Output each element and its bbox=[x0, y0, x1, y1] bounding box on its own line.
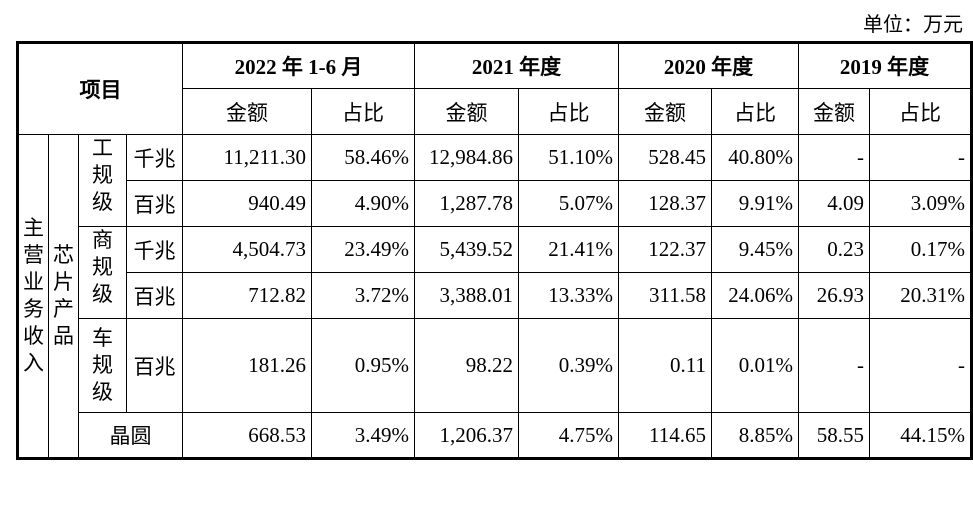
revenue-table: 项目 2022 年 1-6 月 2021 年度 2020 年度 2019 年度 … bbox=[16, 41, 973, 460]
amount-cell: 4.09 bbox=[798, 180, 870, 227]
amount-cell: 1,287.78 bbox=[414, 180, 519, 227]
header-amount: 金额 bbox=[618, 88, 712, 135]
header-period: 2020 年度 bbox=[618, 42, 799, 89]
header-period: 2022 年 1-6 月 bbox=[182, 42, 415, 89]
subgroup-label: 芯片产品 bbox=[52, 243, 74, 348]
ratio-cell: 40.80% bbox=[711, 134, 799, 181]
ratio-cell: 9.45% bbox=[711, 226, 799, 273]
ratio-cell: 4.90% bbox=[311, 180, 415, 227]
category-automotive-cell: 车规级 bbox=[78, 318, 127, 413]
ratio-cell: 21.41% bbox=[518, 226, 619, 273]
row-label: 千兆 bbox=[126, 226, 183, 273]
amount-cell: 5,439.52 bbox=[414, 226, 519, 273]
ratio-cell: 0.01% bbox=[711, 318, 799, 413]
header-ratio: 占比 bbox=[869, 88, 972, 135]
amount-cell: 0.23 bbox=[798, 226, 870, 273]
ratio-cell: 0.39% bbox=[518, 318, 619, 413]
ratio-cell: 4.75% bbox=[518, 412, 619, 459]
amount-cell: 940.49 bbox=[182, 180, 312, 227]
category-commercial-cell: 商规级 bbox=[78, 226, 127, 319]
ratio-cell: 23.49% bbox=[311, 226, 415, 273]
row-label: 晶圆 bbox=[78, 412, 183, 459]
header-ratio: 占比 bbox=[311, 88, 415, 135]
amount-cell: 98.22 bbox=[414, 318, 519, 413]
row-label: 百兆 bbox=[126, 318, 183, 413]
header-period: 2019 年度 bbox=[798, 42, 972, 89]
ratio-cell: 3.09% bbox=[869, 180, 972, 227]
row-label: 百兆 bbox=[126, 180, 183, 227]
ratio-cell: 5.07% bbox=[518, 180, 619, 227]
category-commercial: 商规级 bbox=[91, 228, 113, 306]
ratio-cell: 58.46% bbox=[311, 134, 415, 181]
table-row: 晶圆 668.53 3.49% 1,206.37 4.75% 114.65 8.85% 58.… bbox=[18, 412, 972, 459]
subgroup-cell: 芯片产品 bbox=[48, 134, 79, 459]
amount-cell: 668.53 bbox=[182, 412, 312, 459]
amount-cell: 11,211.30 bbox=[182, 134, 312, 181]
ratio-cell: 3.49% bbox=[311, 412, 415, 459]
amount-cell: - bbox=[798, 318, 870, 413]
header-amount: 金额 bbox=[414, 88, 519, 135]
ratio-cell: 51.10% bbox=[518, 134, 619, 181]
amount-cell: 311.58 bbox=[618, 272, 712, 319]
amount-cell: 12,984.86 bbox=[414, 134, 519, 181]
table-row: 百兆 940.49 4.90% 1,287.78 5.07% 128.37 9.91% 4.0… bbox=[18, 180, 972, 227]
amount-cell: 58.55 bbox=[798, 412, 870, 459]
group-cell: 主营业务收入 bbox=[17, 134, 49, 459]
unit-label: 单位：万元 bbox=[863, 14, 963, 36]
header-ratio: 占比 bbox=[518, 88, 619, 135]
amount-cell: 3,388.01 bbox=[414, 272, 519, 319]
amount-cell: 122.37 bbox=[618, 226, 712, 273]
ratio-cell: 8.85% bbox=[711, 412, 799, 459]
header-amount: 金额 bbox=[182, 88, 312, 135]
amount-cell: 26.93 bbox=[798, 272, 870, 319]
amount-cell: 528.45 bbox=[618, 134, 712, 181]
amount-cell: 181.26 bbox=[182, 318, 312, 413]
amount-cell: 1,206.37 bbox=[414, 412, 519, 459]
row-label: 百兆 bbox=[126, 272, 183, 319]
table-row: 商规级 千兆 4,504.73 23.49% 5,439.52 21.41% 122.37 9… bbox=[18, 226, 972, 319]
amount-cell: 128.37 bbox=[618, 180, 712, 227]
ratio-cell: 24.06% bbox=[711, 272, 799, 319]
amount-cell: 114.65 bbox=[618, 412, 712, 459]
header-item: 项目 bbox=[17, 42, 183, 135]
ratio-cell: 13.33% bbox=[518, 272, 619, 319]
ratio-cell: 0.17% bbox=[869, 226, 972, 273]
ratio-cell: 20.31% bbox=[869, 272, 972, 319]
ratio-cell: 9.91% bbox=[711, 180, 799, 227]
header-amount: 金额 bbox=[798, 88, 870, 135]
ratio-cell: 3.72% bbox=[311, 272, 415, 319]
group-label: 主营业务收入 bbox=[22, 216, 44, 375]
category-industrial-cell: 工规级 bbox=[78, 134, 127, 227]
ratio-cell: 0.95% bbox=[311, 318, 415, 413]
table-row: 百兆 712.82 3.72% 3,388.01 13.33% 311.58 24.06% 2… bbox=[18, 272, 972, 319]
amount-cell: 712.82 bbox=[182, 272, 312, 319]
ratio-cell: 44.15% bbox=[869, 412, 972, 459]
header-period: 2021 年度 bbox=[414, 42, 619, 89]
amount-cell: - bbox=[798, 134, 870, 181]
amount-cell: 0.11 bbox=[618, 318, 712, 413]
table-row: 主营业务收入 芯片产品 工规级 千兆 11,211.30 58.46% 12,984.… bbox=[17, 134, 972, 459]
table-row: 车规级 百兆 181.26 0.95% 98.22 0.39% 0.11 0.01% - - bbox=[18, 318, 972, 413]
amount-cell: 4,504.73 bbox=[182, 226, 312, 273]
category-automotive: 车规级 bbox=[91, 326, 113, 404]
ratio-cell: - bbox=[869, 134, 972, 181]
ratio-cell: - bbox=[869, 318, 972, 413]
header-ratio: 占比 bbox=[711, 88, 799, 135]
row-label: 千兆 bbox=[126, 134, 183, 181]
category-industrial: 工规级 bbox=[91, 136, 113, 214]
